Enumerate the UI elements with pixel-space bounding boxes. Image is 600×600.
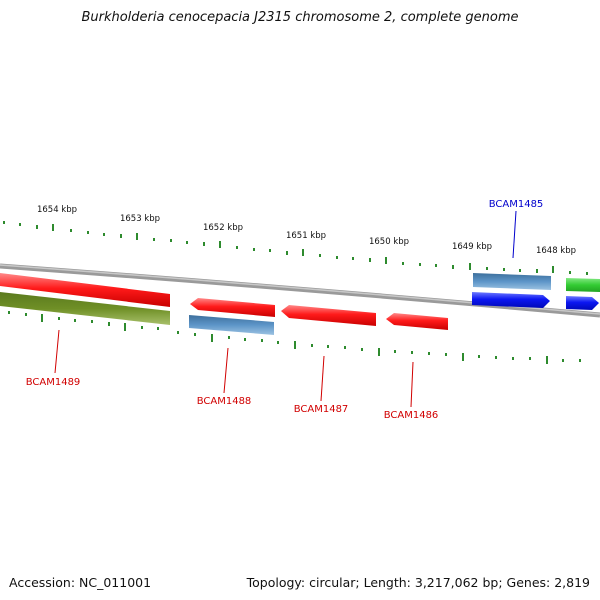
bcam1488-gene[interactable] — [189, 315, 274, 335]
accession-text: Accession: NC_011001 — [9, 575, 152, 590]
kbp-label-1648: 1648 kbp — [536, 246, 576, 256]
gene-label-bcam1485: BCAM1485 — [489, 199, 544, 210]
bcam1488-cds[interactable] — [190, 298, 275, 317]
bcam1486-cds[interactable] — [386, 313, 448, 330]
kbp-label-1653: 1653 kbp — [120, 214, 160, 224]
kbp-label-1650: 1650 kbp — [369, 237, 409, 247]
inner-ruler-ticks — [8, 311, 581, 364]
kbp-label-1654: 1654 kbp — [37, 205, 77, 215]
map-title: Burkholderia cenocepacia J2315 chromosom… — [81, 10, 519, 25]
gene-label-bcam1486: BCAM1486 — [384, 410, 439, 421]
gene-label-bcam1489: BCAM1489 — [26, 377, 81, 388]
bcam1485-cds[interactable] — [472, 292, 550, 308]
next-cds-blue[interactable] — [566, 296, 599, 310]
kbp-label-1652: 1652 kbp — [203, 223, 243, 233]
next-gene-green[interactable] — [566, 278, 600, 292]
kbp-labels: 1654 kbp 1653 kbp 1652 kbp 1651 kbp 1650… — [37, 205, 576, 256]
gene-label-bcam1487: BCAM1487 — [294, 404, 349, 415]
bcam1487-cds[interactable] — [281, 305, 376, 326]
kbp-label-1651: 1651 kbp — [286, 231, 326, 241]
bcam1489-gene[interactable] — [0, 292, 170, 325]
gene-labels: BCAM1489 BCAM1488 BCAM1487 BCAM1486 BCAM… — [26, 199, 544, 421]
outer-ruler-ticks — [3, 221, 588, 275]
bcam1485-gene[interactable] — [473, 273, 551, 290]
kbp-label-1649: 1649 kbp — [452, 242, 492, 252]
gene-leader-lines — [54, 210, 517, 408]
gene-label-bcam1488: BCAM1488 — [197, 396, 252, 407]
bcam1489-cds[interactable] — [0, 273, 170, 307]
genome-summary-text: Topology: circular; Length: 3,217,062 bp… — [246, 575, 590, 590]
